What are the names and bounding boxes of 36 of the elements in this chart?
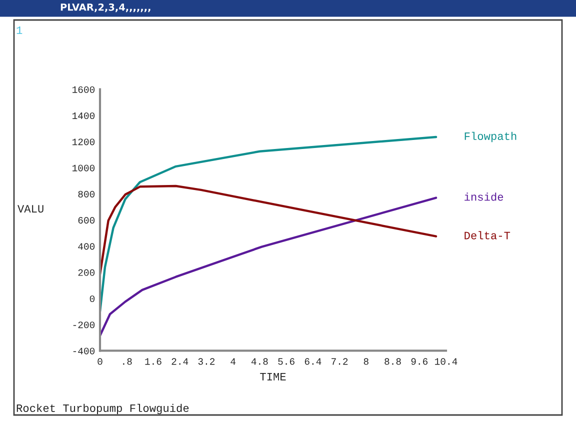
x-tick-label: 2.4 (172, 358, 188, 365)
x-tick-label: 9.6 (411, 358, 428, 365)
line-series (100, 196, 438, 337)
text: inside (464, 192, 504, 201)
text: Rocket Turbopump Flowguide (16, 404, 189, 414)
x-tick-label: 0 (98, 358, 102, 365)
x-tick-label: 5.6 (278, 358, 294, 365)
x-axis-title: TIME (260, 372, 286, 380)
y-tick-label: 1400 (72, 112, 95, 120)
x-tick-label: 1.6 (145, 358, 162, 365)
y-tick-label: 200 (78, 269, 95, 276)
text: Flowpath (464, 132, 516, 142)
y-tick-label: 1000 (72, 164, 95, 172)
y-tick-label: 800 (78, 190, 95, 198)
line-series (100, 136, 438, 313)
x-tick-label: 3.2 (198, 358, 215, 365)
x-tick-label: 10.4 (435, 358, 458, 365)
y-tick-label: 1200 (72, 138, 95, 146)
y-tick-label: -200 (73, 322, 95, 328)
y-tick-label: 1600 (72, 86, 95, 93)
y-tick-label: -400 (73, 348, 95, 354)
x-tick-label: 6.4 (304, 358, 322, 365)
y-tick-label: 600 (78, 217, 95, 224)
line-series (100, 184, 438, 276)
x-tick-label: 8 (364, 358, 368, 365)
y-axis-title: VALU (18, 205, 44, 213)
y-tick-label: 400 (78, 243, 95, 250)
x-tick-label: 7.2 (332, 358, 348, 365)
chart-title: PLVAR,2,3,4,,,,,,, (60, 3, 150, 12)
text: 1 (16, 26, 22, 34)
text: Delta-T (464, 231, 510, 240)
x-tick-label: 4.8 (251, 358, 268, 365)
x-tick-label: 8.8 (384, 358, 401, 365)
x-tick-label: .8 (123, 358, 132, 365)
x-tick-label: 4 (230, 358, 236, 365)
y-tick-label: 0 (90, 295, 95, 302)
